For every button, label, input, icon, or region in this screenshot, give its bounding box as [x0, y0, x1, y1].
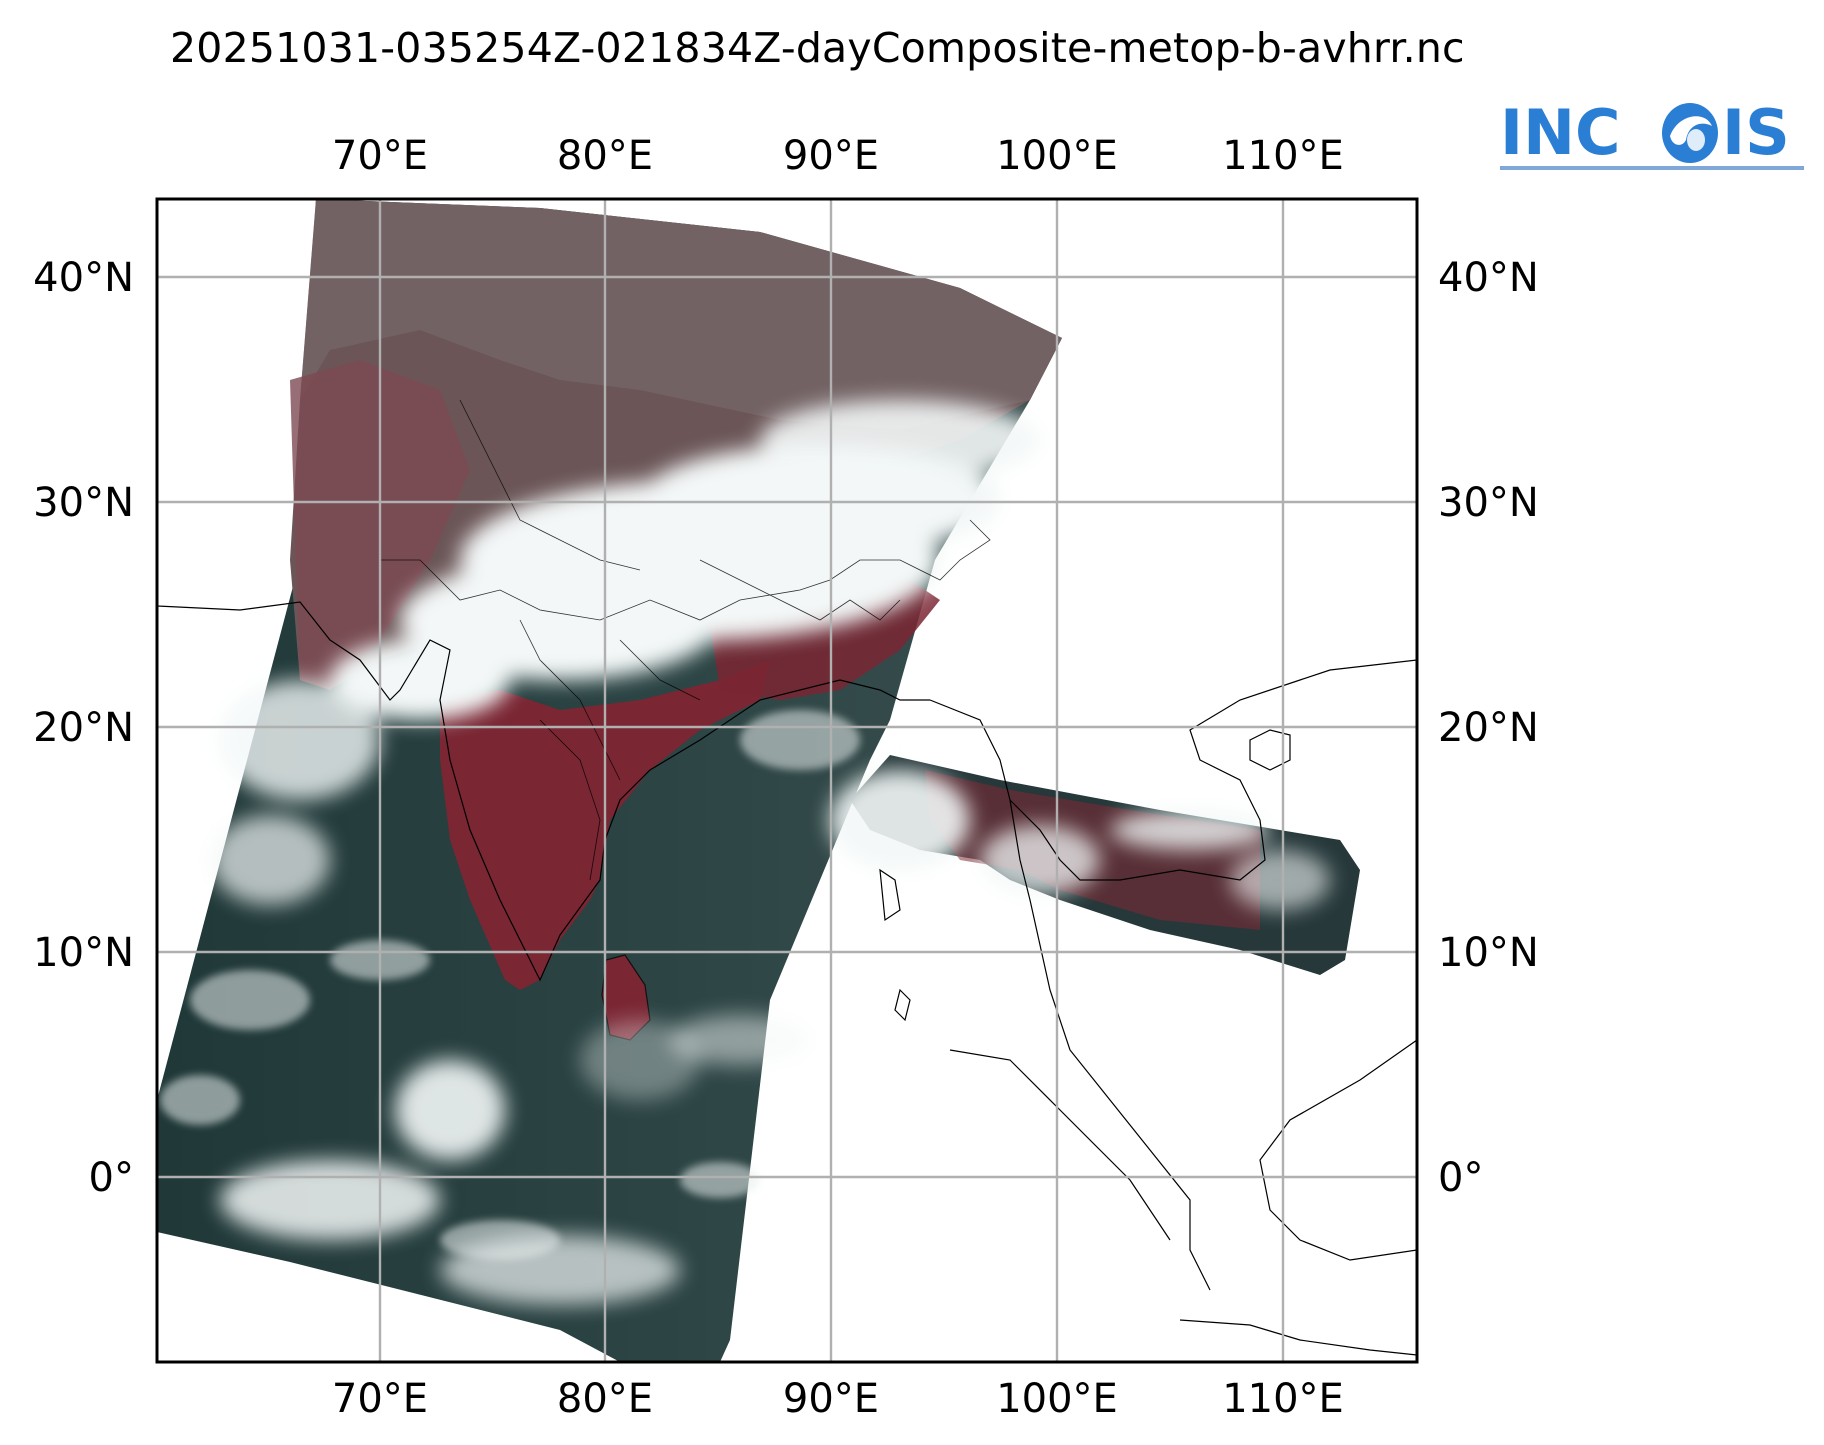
logo-text-left: INC — [1500, 96, 1620, 169]
lat-label-right: 20°N — [1438, 705, 1539, 751]
lon-label-bottom: 90°E — [783, 1376, 879, 1422]
lon-label-bottom: 70°E — [332, 1376, 428, 1422]
lon-labels-top: 70°E 80°E 90°E 100°E 110°E — [332, 133, 1344, 179]
lon-label-top: 100°E — [996, 133, 1118, 179]
lat-labels-left: 40°N 30°N 20°N 10°N 0° — [33, 255, 134, 1201]
lon-label-top: 70°E — [332, 133, 428, 179]
map-frame — [155, 197, 1419, 1364]
lon-labels-bottom: 70°E 80°E 90°E 100°E 110°E — [332, 1376, 1344, 1422]
lat-label-right: 30°N — [1438, 480, 1539, 526]
lon-label-top: 90°E — [783, 133, 879, 179]
coastlines — [157, 601, 1417, 1356]
wave-globe-icon — [1662, 103, 1718, 163]
lon-label-top: 110°E — [1222, 133, 1344, 179]
lat-label-left: 40°N — [33, 255, 134, 301]
lat-labels-right: 40°N 30°N 20°N 10°N 0° — [1438, 255, 1539, 1201]
lon-label-bottom: 110°E — [1222, 1376, 1344, 1422]
lat-label-right: 0° — [1438, 1155, 1483, 1201]
lat-label-left: 30°N — [33, 480, 134, 526]
lat-label-left: 0° — [89, 1155, 134, 1201]
lat-label-right: 40°N — [1438, 255, 1539, 301]
lon-label-top: 80°E — [557, 133, 653, 179]
logo-text-right: IS — [1722, 96, 1790, 169]
gridlines — [157, 199, 1417, 1362]
map-title: 20251031-035254Z-021834Z-dayComposite-me… — [170, 24, 1465, 72]
borders — [380, 399, 991, 881]
lon-label-bottom: 80°E — [557, 1376, 653, 1422]
incois-logo: INC IS — [1500, 96, 1804, 170]
lat-label-left: 10°N — [33, 930, 134, 976]
lat-label-right: 10°N — [1438, 930, 1539, 976]
lat-label-left: 20°N — [33, 705, 134, 751]
lon-label-bottom: 100°E — [996, 1376, 1118, 1422]
